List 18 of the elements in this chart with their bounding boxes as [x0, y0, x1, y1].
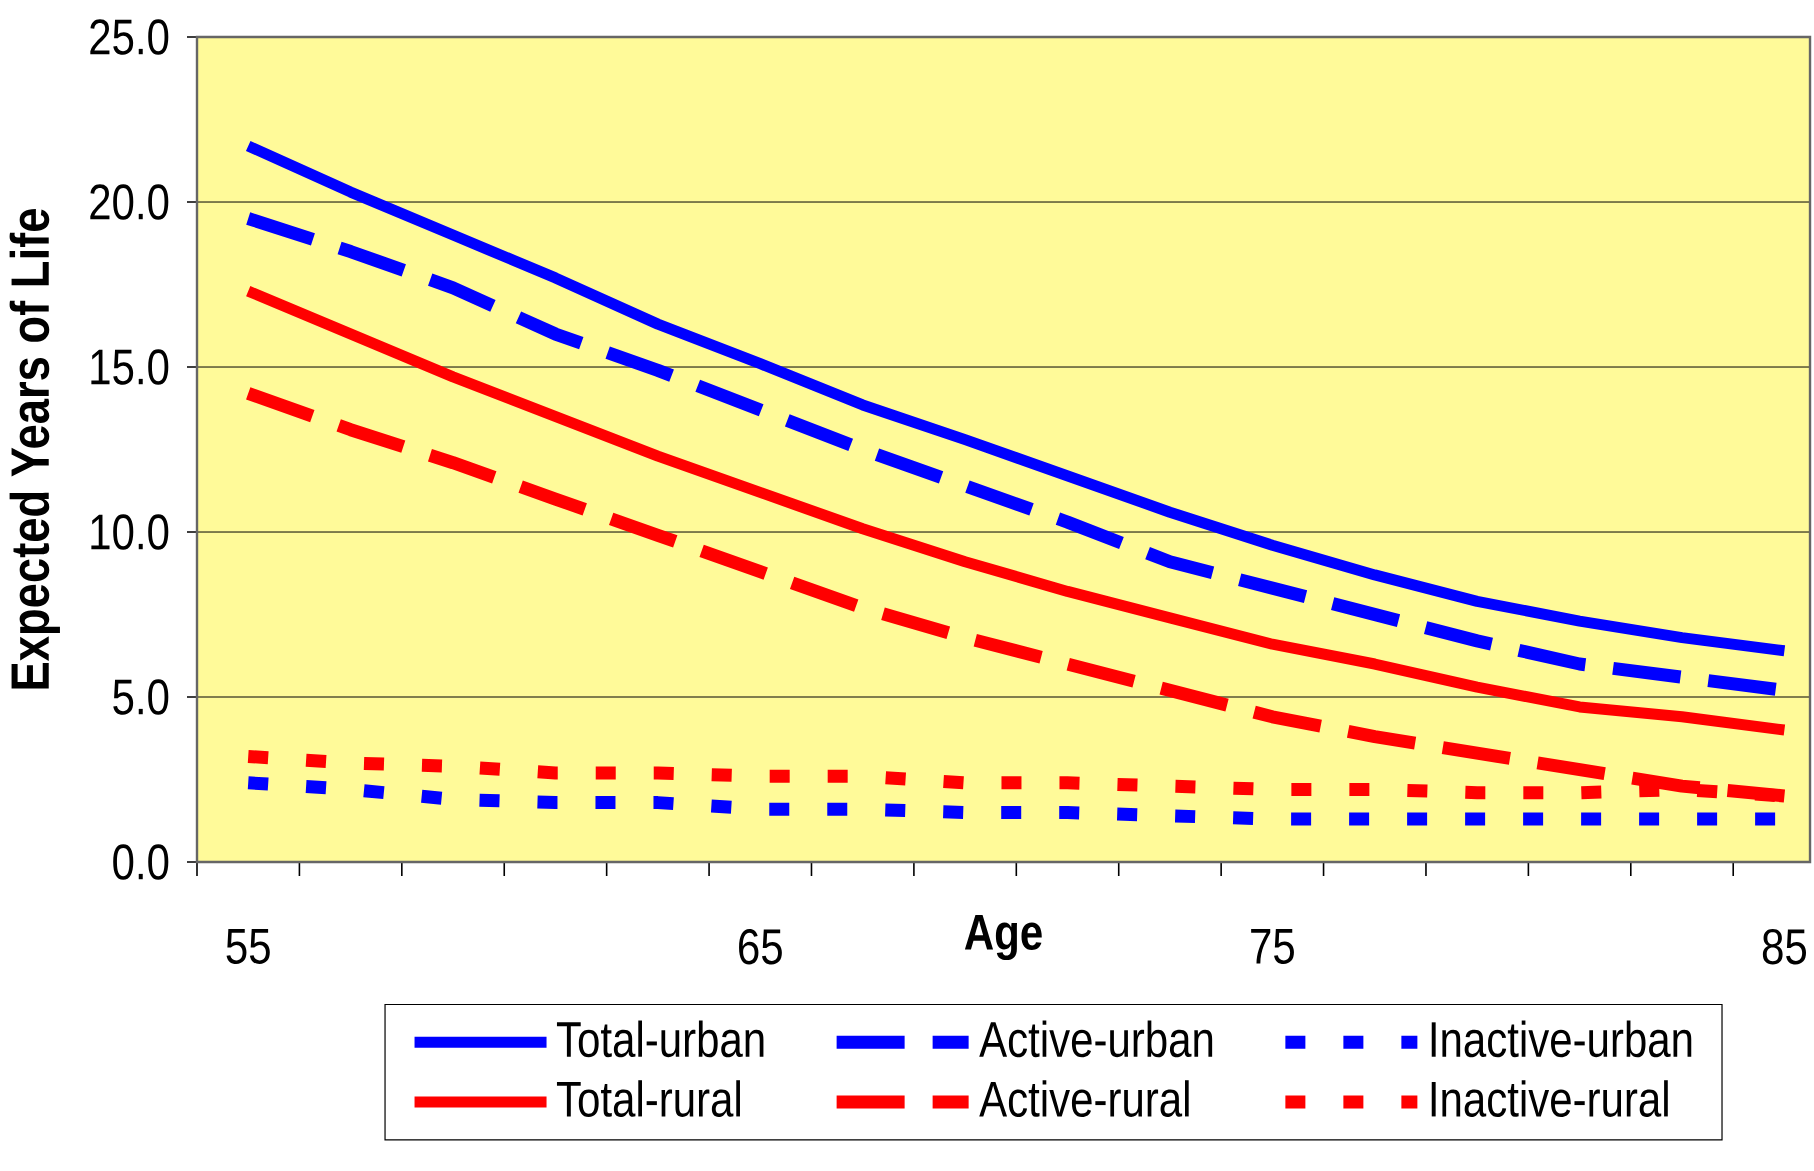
legend-label: Active-urban [979, 1020, 1213, 1058]
legend-label: Active-rural [979, 1080, 1189, 1117]
y-tick-label: 25.0 [90, 19, 169, 55]
legend-label: Inactive-urban [1431, 1020, 1692, 1058]
y-tick-label: 20.0 [90, 184, 169, 220]
x-tick-label: 55 [226, 929, 270, 964]
x-tick-label: 65 [739, 929, 782, 965]
y-tick-label: 10.0 [91, 514, 169, 550]
y-tick-label: 5.0 [113, 679, 169, 715]
y-axis-title: Expected Years of Life [9, 209, 60, 689]
y-tick-label: 15.0 [91, 349, 169, 385]
x-tick-label: 85 [1762, 929, 1807, 965]
y-tick-label: 0.0 [113, 844, 169, 880]
x-axis-title: Age [964, 915, 1042, 961]
x-tick-label: 75 [1251, 929, 1294, 964]
legend-label: Total-urban [556, 1020, 764, 1058]
legend-label: Total-rural [556, 1080, 740, 1117]
legend-label: Inactive-rural [1431, 1080, 1668, 1117]
